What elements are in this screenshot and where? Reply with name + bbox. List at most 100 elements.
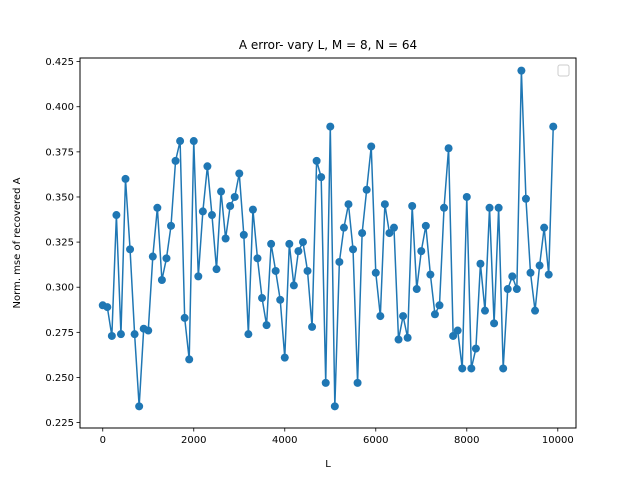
data-point bbox=[540, 223, 549, 232]
data-point bbox=[217, 187, 226, 196]
data-point bbox=[353, 378, 362, 387]
y-tick-label: 0.400 bbox=[45, 102, 74, 113]
data-point bbox=[426, 270, 435, 279]
data-point bbox=[549, 122, 558, 131]
data-point bbox=[335, 257, 344, 266]
data-point bbox=[121, 174, 130, 183]
data-point bbox=[403, 333, 412, 342]
data-point bbox=[162, 254, 171, 263]
data-point bbox=[289, 281, 298, 290]
data-point bbox=[471, 344, 480, 353]
chart-title: A error- vary L, M = 8, N = 64 bbox=[239, 38, 417, 52]
data-point bbox=[430, 310, 439, 319]
data-point bbox=[399, 312, 408, 321]
data-point bbox=[326, 122, 335, 131]
data-point bbox=[421, 221, 430, 230]
data-point bbox=[107, 331, 116, 340]
data-point bbox=[180, 313, 189, 322]
data-point bbox=[512, 285, 521, 294]
data-point bbox=[412, 285, 421, 294]
data-point bbox=[339, 223, 348, 232]
data-point bbox=[380, 200, 389, 209]
data-point bbox=[458, 364, 467, 373]
x-tick-label: 8000 bbox=[454, 435, 479, 446]
series-layer bbox=[98, 66, 558, 411]
data-point bbox=[453, 326, 462, 335]
data-point bbox=[212, 265, 221, 274]
data-point bbox=[198, 207, 207, 216]
data-point bbox=[490, 319, 499, 328]
data-point bbox=[267, 239, 276, 248]
data-point bbox=[444, 144, 453, 153]
data-point bbox=[239, 230, 248, 239]
data-point bbox=[126, 245, 135, 254]
data-point bbox=[298, 238, 307, 247]
ticks-layer: 0 2000 4000 6000 8000 10000 0.225 0.250 0.275 0.3… bbox=[45, 57, 573, 446]
data-point bbox=[521, 194, 530, 203]
x-tick-label: 2000 bbox=[181, 435, 206, 446]
data-point bbox=[417, 247, 426, 256]
data-point bbox=[130, 330, 139, 339]
data-point bbox=[207, 211, 216, 220]
legend-box bbox=[557, 64, 570, 77]
data-point bbox=[185, 355, 194, 364]
y-axis-label: Norm. mse of recovered A bbox=[12, 177, 23, 308]
data-point bbox=[503, 285, 512, 294]
data-point bbox=[112, 211, 121, 220]
data-point bbox=[467, 364, 476, 373]
data-point bbox=[303, 266, 312, 275]
data-point bbox=[203, 162, 212, 171]
data-point bbox=[362, 185, 371, 194]
data-point bbox=[330, 402, 339, 411]
data-point bbox=[176, 137, 185, 146]
data-point bbox=[349, 245, 358, 254]
data-point bbox=[385, 229, 394, 238]
data-point bbox=[371, 268, 380, 277]
data-point bbox=[308, 322, 317, 331]
data-point bbox=[262, 321, 271, 330]
data-point bbox=[358, 229, 367, 238]
data-point bbox=[167, 221, 176, 230]
data-point bbox=[517, 66, 526, 75]
data-point bbox=[253, 254, 262, 263]
data-point bbox=[480, 306, 489, 315]
data-point bbox=[535, 261, 544, 270]
data-point bbox=[435, 301, 444, 310]
data-point bbox=[157, 276, 166, 284]
data-point bbox=[389, 223, 398, 232]
data-point bbox=[526, 268, 535, 277]
data-point bbox=[258, 294, 267, 303]
data-point bbox=[144, 326, 153, 335]
data-point bbox=[462, 192, 471, 201]
y-tick-label: 0.350 bbox=[45, 192, 74, 203]
data-point bbox=[226, 202, 235, 210]
data-point bbox=[171, 156, 180, 165]
data-point bbox=[230, 192, 239, 201]
data-point bbox=[194, 272, 203, 281]
data-point bbox=[153, 203, 162, 212]
data-point bbox=[499, 364, 508, 373]
y-tick-label: 0.325 bbox=[45, 238, 74, 249]
data-point bbox=[317, 173, 326, 182]
data-point bbox=[531, 306, 540, 315]
y-tick-label: 0.425 bbox=[45, 57, 74, 68]
data-point bbox=[508, 272, 517, 281]
data-point bbox=[103, 303, 112, 312]
data-point bbox=[312, 156, 321, 165]
data-point bbox=[271, 266, 280, 275]
plot-frame bbox=[79, 57, 577, 429]
x-tick-label: 6000 bbox=[363, 435, 388, 446]
data-point bbox=[135, 402, 144, 411]
data-point bbox=[344, 200, 353, 209]
data-point bbox=[408, 202, 417, 210]
data-point bbox=[376, 312, 385, 321]
data-point bbox=[321, 378, 330, 387]
data-point bbox=[116, 330, 125, 339]
data-point bbox=[440, 203, 449, 212]
data-point bbox=[485, 203, 494, 212]
data-point bbox=[189, 137, 198, 146]
data-point bbox=[544, 270, 553, 279]
data-point bbox=[235, 169, 244, 178]
data-point bbox=[248, 205, 257, 214]
data-point bbox=[148, 252, 157, 261]
